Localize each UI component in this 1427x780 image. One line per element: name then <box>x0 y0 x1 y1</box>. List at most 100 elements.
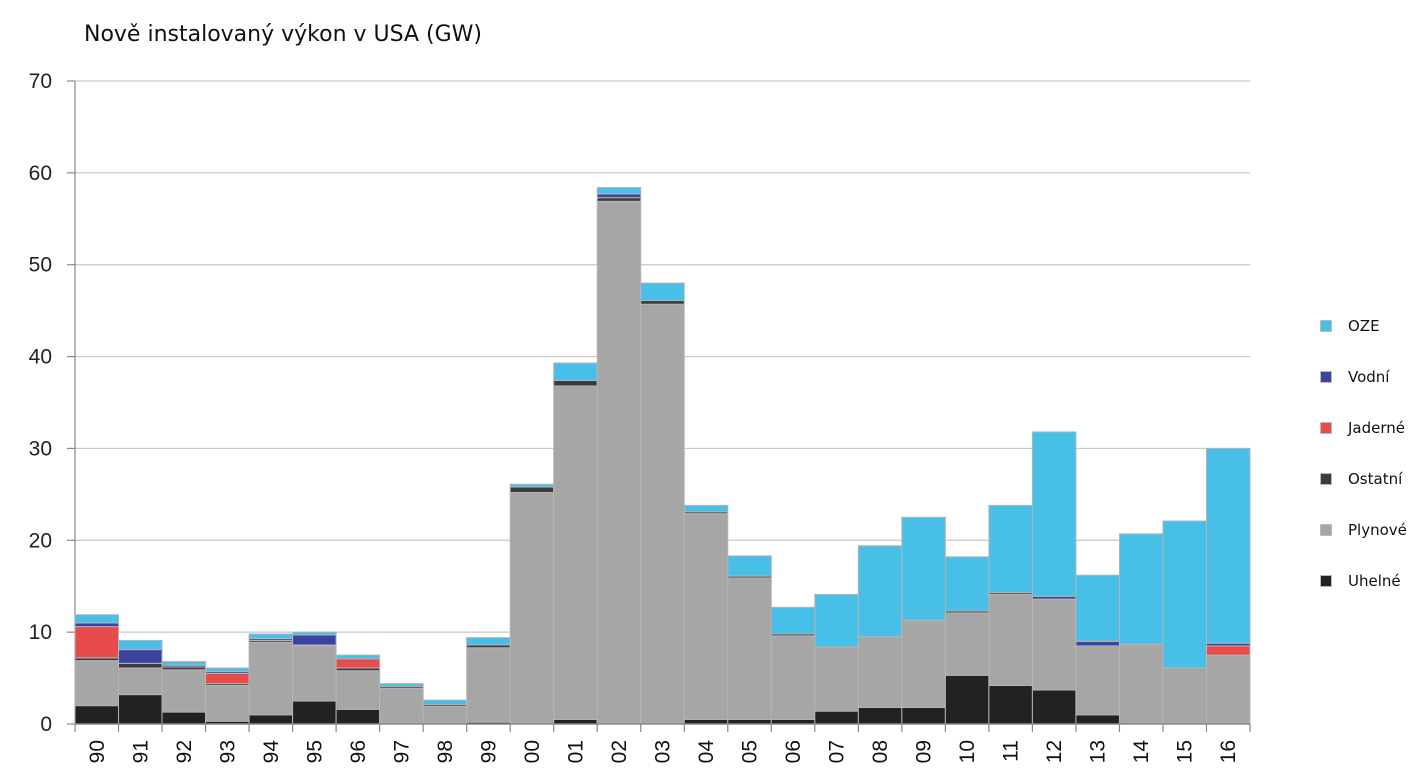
y-tick-label: 20 <box>29 529 52 552</box>
legend-label: Ostatní <box>1348 469 1403 488</box>
bar-segment-plynové-95 <box>292 645 337 702</box>
bar-segment-vodní-02 <box>596 193 642 199</box>
x-tick-label: 99 <box>477 740 500 763</box>
legend-label: Plynové <box>1348 520 1407 539</box>
x-tick-label: 95 <box>303 740 326 763</box>
bar-segment-plynové-00 <box>509 492 555 725</box>
bar-stack-05 <box>727 555 772 725</box>
bar-stack-10 <box>944 556 990 725</box>
bar-stack-02 <box>596 187 642 725</box>
bar-segment-jaderné-16 <box>1205 645 1251 656</box>
bar-stack-15 <box>1162 520 1207 725</box>
bar-stack-92 <box>161 661 207 725</box>
bar-segment-plynové-06 <box>770 635 816 720</box>
x-tick-label: 16 <box>1217 740 1240 763</box>
x-tick-label: 91 <box>129 740 152 763</box>
bar-stack-12 <box>1031 431 1077 725</box>
bar-segment-plynové-02 <box>596 200 642 725</box>
bar-segment-jaderné-96 <box>335 658 381 669</box>
bar-segment-plynové-09 <box>901 619 946 708</box>
bar-stack-98 <box>422 699 468 725</box>
bar-segment-oze-90 <box>74 614 120 624</box>
bar-segment-oze-13 <box>1075 574 1120 642</box>
legend-swatch <box>1320 370 1332 383</box>
x-tick-label: 03 <box>652 740 675 763</box>
bar-stack-04 <box>683 504 729 725</box>
bar-segment-oze-00 <box>509 483 555 488</box>
legend-swatch <box>1320 319 1332 332</box>
bars <box>74 187 1251 725</box>
bar-stack-91 <box>118 639 163 725</box>
y-tick-label: 10 <box>29 621 52 644</box>
bar-stack-09 <box>901 516 946 725</box>
y-axis: 0 10 20 30 40 50 60 70 <box>29 70 76 736</box>
legend-item-ostatní: Ostatní <box>1320 453 1407 504</box>
bar-segment-oze-94 <box>248 633 294 640</box>
bar-segment-plynové-93 <box>205 684 250 722</box>
bar-segment-plynové-99 <box>466 647 511 723</box>
legend-swatch <box>1320 472 1332 485</box>
x-tick-label: 14 <box>1130 740 1153 764</box>
bar-segment-plynové-98 <box>422 706 468 725</box>
x-tick-label: 07 <box>826 740 849 763</box>
bar-segment-jaderné-93 <box>205 672 250 685</box>
bar-segment-uhelné-10 <box>944 674 990 725</box>
bar-segment-oze-98 <box>422 699 468 706</box>
bar-segment-ostatní-91 <box>118 662 163 669</box>
x-tick-label: 06 <box>782 740 805 763</box>
x-tick-label: 90 <box>86 740 109 763</box>
bar-segment-oze-09 <box>901 516 946 621</box>
bar-stack-06 <box>770 606 816 725</box>
legend-label: Vodní <box>1348 367 1390 386</box>
legend-swatch <box>1320 523 1332 536</box>
x-tick-label: 12 <box>1043 740 1066 763</box>
bar-segment-vodní-91 <box>118 649 163 664</box>
bar-segment-oze-96 <box>335 654 381 660</box>
x-tick-label: 05 <box>739 740 762 763</box>
bar-segment-plynové-97 <box>379 687 424 725</box>
bar-stack-03 <box>640 282 685 725</box>
bar-stack-13 <box>1075 574 1120 725</box>
bar-segment-uhelné-07 <box>814 710 859 725</box>
bar-segment-plynové-05 <box>727 577 772 720</box>
y-tick-label: 50 <box>29 254 52 277</box>
bar-segment-oze-05 <box>727 555 772 577</box>
legend-item-vodní: Vodní <box>1320 351 1407 402</box>
bar-segment-oze-95 <box>292 631 337 636</box>
y-tick-label: 70 <box>29 70 52 93</box>
bar-segment-oze-91 <box>118 639 163 651</box>
bar-segment-uhelné-96 <box>335 708 381 725</box>
x-tick-label: 98 <box>434 740 457 763</box>
bar-stack-90 <box>74 614 120 725</box>
bar-segment-uhelné-91 <box>118 694 163 725</box>
bar-segment-plynové-10 <box>944 612 990 676</box>
x-tick-label: 97 <box>390 740 413 763</box>
x-tick-label: 08 <box>869 740 892 763</box>
bar-segment-plynové-08 <box>857 636 903 708</box>
legend-swatch <box>1320 421 1332 434</box>
bar-segment-plynové-04 <box>683 513 729 720</box>
x-tick-label: 10 <box>956 740 979 763</box>
bar-segment-oze-97 <box>379 683 424 687</box>
bar-segment-plynové-92 <box>161 669 207 713</box>
bar-segment-oze-14 <box>1118 533 1164 645</box>
bar-segment-uhelné-92 <box>161 711 207 725</box>
bar-stack-94 <box>248 633 294 725</box>
x-tick-label: 11 <box>1000 740 1023 762</box>
bar-segment-plynové-01 <box>553 385 598 720</box>
bar-segment-oze-01 <box>553 362 598 381</box>
y-tick-label: 40 <box>29 346 52 369</box>
bar-stack-11 <box>988 504 1033 725</box>
bar-segment-uhelné-13 <box>1075 714 1120 725</box>
x-tick-label: 13 <box>1087 740 1110 763</box>
x-tick-label: 96 <box>347 740 370 763</box>
y-tick-label: 0 <box>40 713 52 736</box>
x-tick-label: 15 <box>1174 740 1197 763</box>
chart-title: Nově instalovaný výkon v USA (GW) <box>84 22 483 47</box>
bar-segment-oze-06 <box>770 606 816 635</box>
x-tick-label: 01 <box>564 740 587 763</box>
bar-segment-oze-11 <box>988 504 1033 594</box>
bar-segment-oze-10 <box>944 556 990 612</box>
bar-segment-uhelné-90 <box>74 705 120 725</box>
bar-segment-jaderné-90 <box>74 626 120 659</box>
